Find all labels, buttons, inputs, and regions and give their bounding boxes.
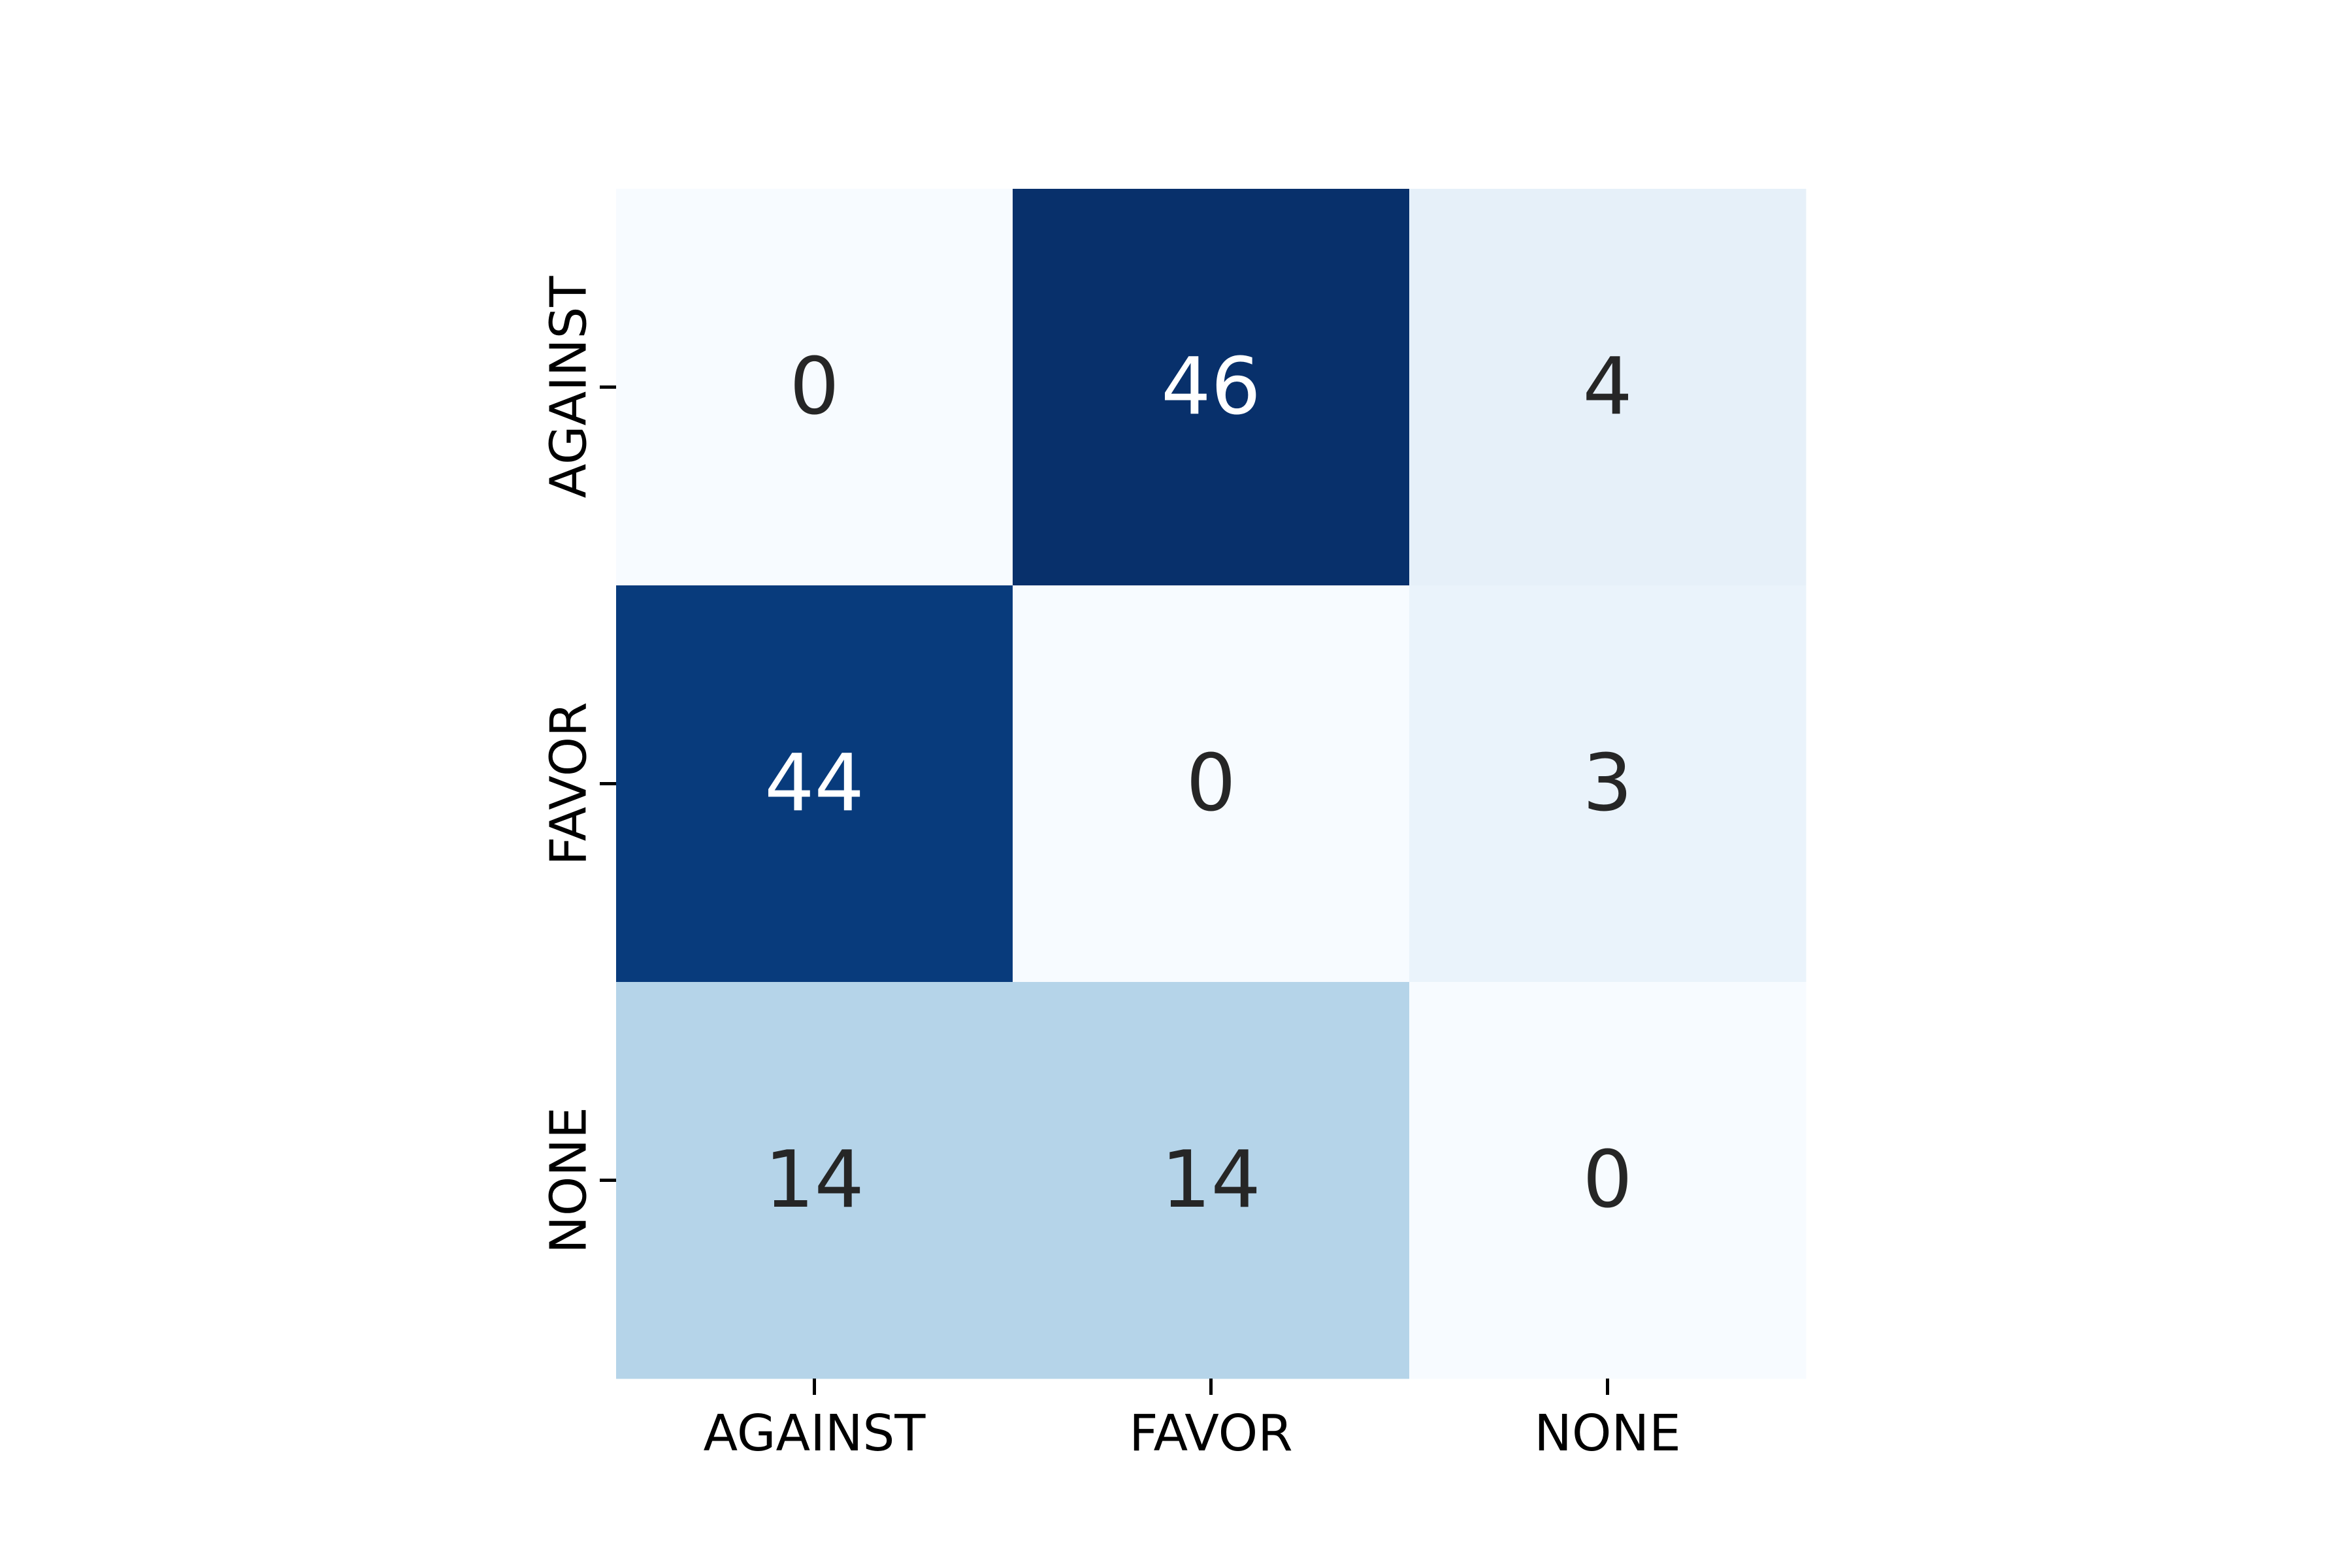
y-axis: AGAINST FAVOR NONE [540, 276, 616, 1254]
cell-value-label-1-0: 44 [764, 738, 864, 829]
heatmap-cell-labels: 0 46 444 0 314 14 0 [764, 342, 1633, 1226]
cell-value-label-1-1: 0 [1186, 738, 1235, 829]
heatmap-cell-2-0 [616, 982, 1013, 1379]
heatmap-cell-2-1 [1013, 982, 1410, 1379]
x-tick-label-0: AGAINST [704, 1405, 926, 1463]
cell-value-label-0-0: 0 [789, 342, 839, 433]
heatmap-cell-1-1 [1013, 585, 1410, 983]
heatmap-cell-2-2 [1409, 982, 1806, 1379]
y-tick-label-1: FAVOR [540, 702, 598, 865]
cell-value-label-0-1: 46 [1161, 342, 1261, 433]
y-tick-label-0: AGAINST [540, 276, 598, 498]
heatmap-cells [616, 189, 1806, 1379]
x-axis: AGAINST FAVOR NONE [704, 1379, 1681, 1463]
cell-value-label-2-1: 14 [1161, 1135, 1261, 1226]
cell-value-label-2-2: 0 [1582, 1135, 1632, 1226]
heatmap-cell-0-1 [1013, 189, 1410, 586]
cell-value-label-2-0: 14 [764, 1135, 864, 1226]
heatmap-cell-1-2 [1409, 585, 1806, 983]
heatmap-cell-0-0 [616, 189, 1013, 586]
heatmap-cell-0-2 [1409, 189, 1806, 586]
x-tick-label-1: FAVOR [1129, 1405, 1292, 1463]
x-tick-label-2: NONE [1534, 1405, 1680, 1463]
cell-value-label-1-2: 3 [1582, 738, 1632, 829]
cell-value-label-0-2: 4 [1582, 342, 1632, 433]
y-tick-label-2: NONE [540, 1107, 598, 1253]
heatmap-cell-1-0 [616, 585, 1013, 983]
